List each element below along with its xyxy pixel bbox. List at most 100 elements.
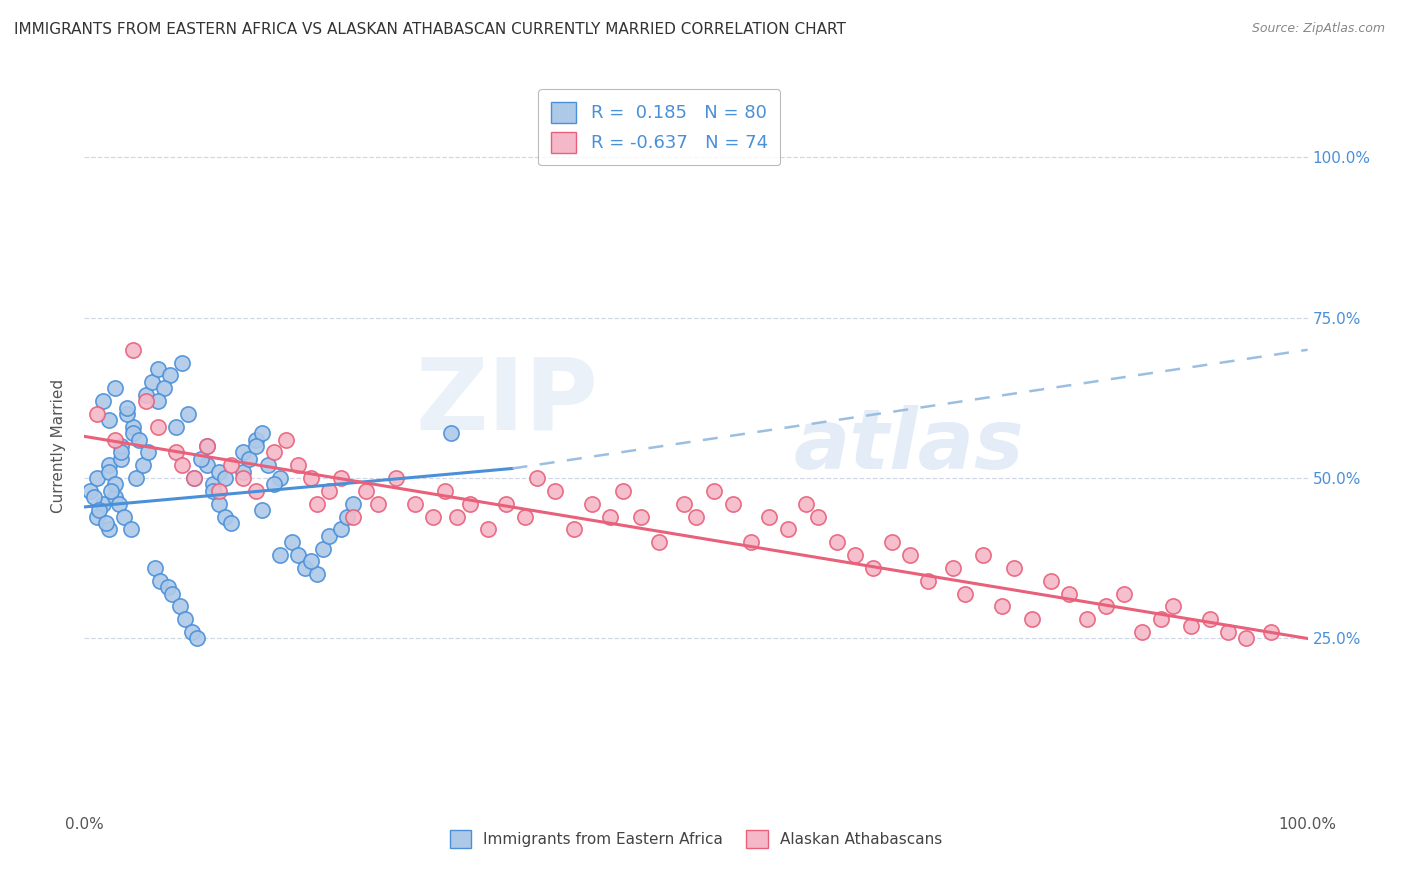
Point	[135, 394, 157, 409]
Point	[721, 497, 744, 511]
Point	[269, 471, 291, 485]
Point	[898, 548, 921, 562]
Point	[672, 497, 695, 511]
Point	[1150, 612, 1173, 626]
Point	[146, 419, 169, 434]
Point	[740, 535, 762, 549]
Point	[245, 439, 267, 453]
Point	[143, 561, 166, 575]
Point	[305, 497, 328, 511]
Point	[172, 458, 194, 473]
Point	[186, 632, 208, 646]
Point	[183, 471, 205, 485]
Point	[794, 497, 817, 511]
Point	[172, 355, 194, 369]
Point	[136, 445, 159, 459]
Point	[162, 586, 184, 600]
Point	[354, 483, 377, 498]
Point	[1198, 612, 1220, 626]
Point	[132, 458, 155, 473]
Point	[581, 497, 603, 511]
Point	[190, 451, 212, 466]
Point	[972, 548, 994, 562]
Point	[245, 433, 267, 447]
Point	[104, 381, 127, 395]
Point	[318, 483, 340, 498]
Point	[1002, 561, 1025, 575]
Point	[685, 509, 707, 524]
Text: ZIP: ZIP	[415, 353, 598, 450]
Point	[758, 509, 780, 524]
Point	[269, 548, 291, 562]
Point	[214, 471, 236, 485]
Point	[1094, 599, 1116, 614]
Point	[446, 509, 468, 524]
Text: IMMIGRANTS FROM EASTERN AFRICA VS ALASKAN ATHABASCAN CURRENTLY MARRIED CORRELATI: IMMIGRANTS FROM EASTERN AFRICA VS ALASKA…	[14, 22, 846, 37]
Point	[263, 477, 285, 491]
Point	[440, 426, 463, 441]
Point	[232, 471, 254, 485]
Point	[250, 503, 273, 517]
Point	[219, 516, 242, 530]
Point	[125, 471, 148, 485]
Point	[122, 426, 145, 441]
Point	[107, 497, 129, 511]
Point	[1161, 599, 1184, 614]
Point	[112, 509, 135, 524]
Point	[330, 523, 353, 537]
Point	[612, 483, 634, 498]
Point	[86, 471, 108, 485]
Point	[703, 483, 725, 498]
Point	[862, 561, 884, 575]
Point	[110, 439, 132, 453]
Point	[208, 497, 231, 511]
Point	[630, 509, 652, 524]
Point	[149, 574, 172, 588]
Point	[115, 407, 138, 421]
Point	[159, 368, 181, 383]
Point	[79, 483, 101, 498]
Point	[299, 554, 322, 568]
Point	[201, 477, 224, 491]
Point	[250, 426, 273, 441]
Legend: Immigrants from Eastern Africa, Alaskan Athabascans: Immigrants from Eastern Africa, Alaskan …	[443, 822, 949, 855]
Point	[146, 394, 169, 409]
Point	[526, 471, 548, 485]
Point	[299, 471, 322, 485]
Point	[122, 419, 145, 434]
Point	[330, 471, 353, 485]
Point	[1021, 612, 1043, 626]
Text: atlas: atlas	[794, 406, 1025, 486]
Point	[141, 375, 163, 389]
Point	[96, 516, 118, 530]
Point	[165, 419, 187, 434]
Point	[342, 509, 364, 524]
Point	[825, 535, 848, 549]
Point	[201, 483, 224, 498]
Point	[104, 477, 127, 491]
Point	[120, 523, 142, 537]
Point	[156, 580, 179, 594]
Point	[318, 529, 340, 543]
Point	[97, 523, 120, 537]
Point	[342, 497, 364, 511]
Point	[294, 561, 316, 575]
Point	[104, 433, 127, 447]
Point	[312, 541, 335, 556]
Point	[917, 574, 939, 588]
Point	[245, 483, 267, 498]
Point	[115, 401, 138, 415]
Point	[1236, 632, 1258, 646]
Point	[86, 509, 108, 524]
Point	[165, 445, 187, 459]
Point	[195, 458, 218, 473]
Point	[1057, 586, 1080, 600]
Y-axis label: Currently Married: Currently Married	[51, 379, 66, 513]
Point	[100, 483, 122, 498]
Point	[110, 445, 132, 459]
Point	[495, 497, 517, 511]
Point	[181, 625, 204, 640]
Point	[513, 509, 536, 524]
Point	[1114, 586, 1136, 600]
Point	[146, 362, 169, 376]
